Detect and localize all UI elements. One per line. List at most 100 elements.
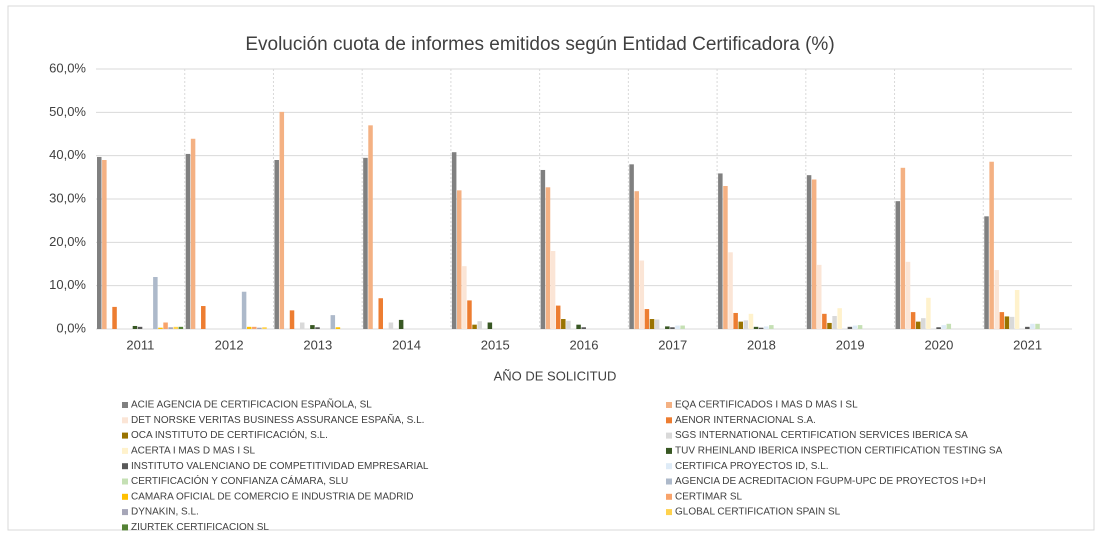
legend-swatch bbox=[666, 432, 672, 439]
bar bbox=[335, 327, 341, 329]
bar bbox=[665, 326, 670, 329]
bar bbox=[477, 321, 482, 329]
bar bbox=[137, 326, 143, 329]
legend-label: GLOBAL CERTIFICATION SPAIN SL bbox=[675, 507, 841, 518]
legend-label: CERTIMAR SL bbox=[675, 491, 742, 502]
bar bbox=[457, 190, 462, 329]
legend-label: ACERTA I MAS D MAS I SL bbox=[131, 446, 256, 457]
bar bbox=[847, 326, 853, 329]
bar bbox=[941, 325, 946, 329]
bar bbox=[758, 327, 764, 329]
bar bbox=[550, 251, 556, 329]
bar bbox=[738, 321, 743, 329]
bar bbox=[555, 305, 561, 329]
bar bbox=[634, 191, 639, 329]
legend-label: ZIURTEK CERTIFICACION SL bbox=[131, 522, 269, 533]
legend-swatch bbox=[122, 478, 128, 485]
bar bbox=[289, 310, 295, 329]
legend-label: EQA CERTIFICADOS I MAS D MAS I SL bbox=[675, 400, 858, 411]
bar bbox=[545, 187, 551, 329]
legend-swatch bbox=[122, 524, 128, 531]
bar bbox=[462, 266, 467, 329]
y-tick-label: 50,0% bbox=[49, 104, 86, 119]
bar bbox=[827, 322, 832, 329]
bar bbox=[817, 264, 822, 329]
bar bbox=[857, 325, 863, 329]
bar bbox=[153, 277, 158, 329]
bar bbox=[368, 125, 373, 329]
bar bbox=[576, 324, 581, 329]
bar bbox=[936, 327, 941, 329]
bar bbox=[262, 327, 267, 329]
bar bbox=[926, 297, 931, 329]
bar bbox=[837, 308, 842, 329]
bar bbox=[753, 326, 759, 329]
bar bbox=[895, 201, 901, 329]
x-tick-label: 2013 bbox=[303, 337, 332, 352]
y-tick-label: 40,0% bbox=[49, 147, 86, 162]
x-tick-label: 2021 bbox=[1013, 337, 1042, 352]
bar bbox=[984, 216, 989, 329]
bar bbox=[274, 160, 279, 329]
bar bbox=[252, 326, 257, 329]
legend-swatch bbox=[122, 402, 128, 408]
legend-swatch bbox=[122, 493, 128, 500]
bar bbox=[257, 327, 262, 329]
bar bbox=[728, 252, 733, 329]
bar bbox=[806, 175, 812, 329]
legend-swatch bbox=[666, 478, 672, 485]
legend-swatch bbox=[666, 417, 672, 424]
bar bbox=[852, 325, 858, 329]
legend-swatch bbox=[122, 432, 128, 439]
bar bbox=[811, 179, 817, 329]
bar bbox=[561, 319, 566, 329]
x-tick-label: 2014 bbox=[392, 337, 421, 352]
legend-swatch bbox=[122, 509, 128, 516]
bar bbox=[279, 111, 285, 330]
legend-label: INSTITUTO VALENCIANO DE COMPETITIVIDAD E… bbox=[131, 461, 429, 472]
x-tick-label: 2015 bbox=[481, 337, 510, 352]
bar bbox=[1030, 323, 1035, 329]
x-tick-label: 2017 bbox=[658, 337, 687, 352]
chart-title: Evolución cuota de informes emitidos seg… bbox=[245, 34, 834, 55]
bar bbox=[173, 326, 179, 329]
bar bbox=[900, 167, 906, 329]
legend-swatch bbox=[666, 493, 672, 500]
bar bbox=[398, 319, 404, 329]
bar bbox=[644, 309, 650, 329]
legend-label: CAMARA OFICIAL DE COMERCIO E INDUSTRIA D… bbox=[131, 491, 413, 502]
bar bbox=[378, 298, 383, 329]
bar bbox=[639, 260, 645, 329]
legend-swatch bbox=[122, 447, 128, 454]
bar bbox=[1035, 323, 1040, 329]
bar bbox=[112, 306, 117, 329]
bar bbox=[97, 156, 102, 329]
bar bbox=[905, 261, 911, 329]
bar bbox=[132, 325, 138, 329]
bar bbox=[158, 327, 163, 329]
bar bbox=[299, 322, 305, 329]
bar bbox=[1014, 290, 1020, 329]
y-tick-label: 20,0% bbox=[49, 234, 86, 249]
bar bbox=[1004, 316, 1010, 329]
bar bbox=[680, 325, 685, 329]
bar bbox=[670, 327, 675, 329]
bar bbox=[246, 326, 252, 329]
bar bbox=[748, 313, 754, 329]
legend-label: CERTIFICA PROYECTOS ID, S.L. bbox=[675, 461, 829, 472]
x-tick-label: 2012 bbox=[215, 337, 244, 352]
bar bbox=[487, 322, 493, 329]
bar bbox=[822, 313, 827, 329]
x-tick-label: 2016 bbox=[570, 337, 599, 352]
bar bbox=[654, 319, 660, 329]
bar bbox=[921, 318, 926, 329]
y-tick-label: 30,0% bbox=[49, 190, 86, 205]
bar bbox=[178, 326, 184, 329]
x-tick-label: 2019 bbox=[836, 337, 865, 352]
bar bbox=[733, 312, 738, 329]
bar bbox=[310, 325, 315, 329]
bar bbox=[675, 325, 680, 329]
bar bbox=[315, 327, 320, 329]
x-tick-label: 2018 bbox=[747, 337, 776, 352]
legend-label: SGS INTERNATIONAL CERTIFICATION SERVICES… bbox=[675, 430, 968, 441]
